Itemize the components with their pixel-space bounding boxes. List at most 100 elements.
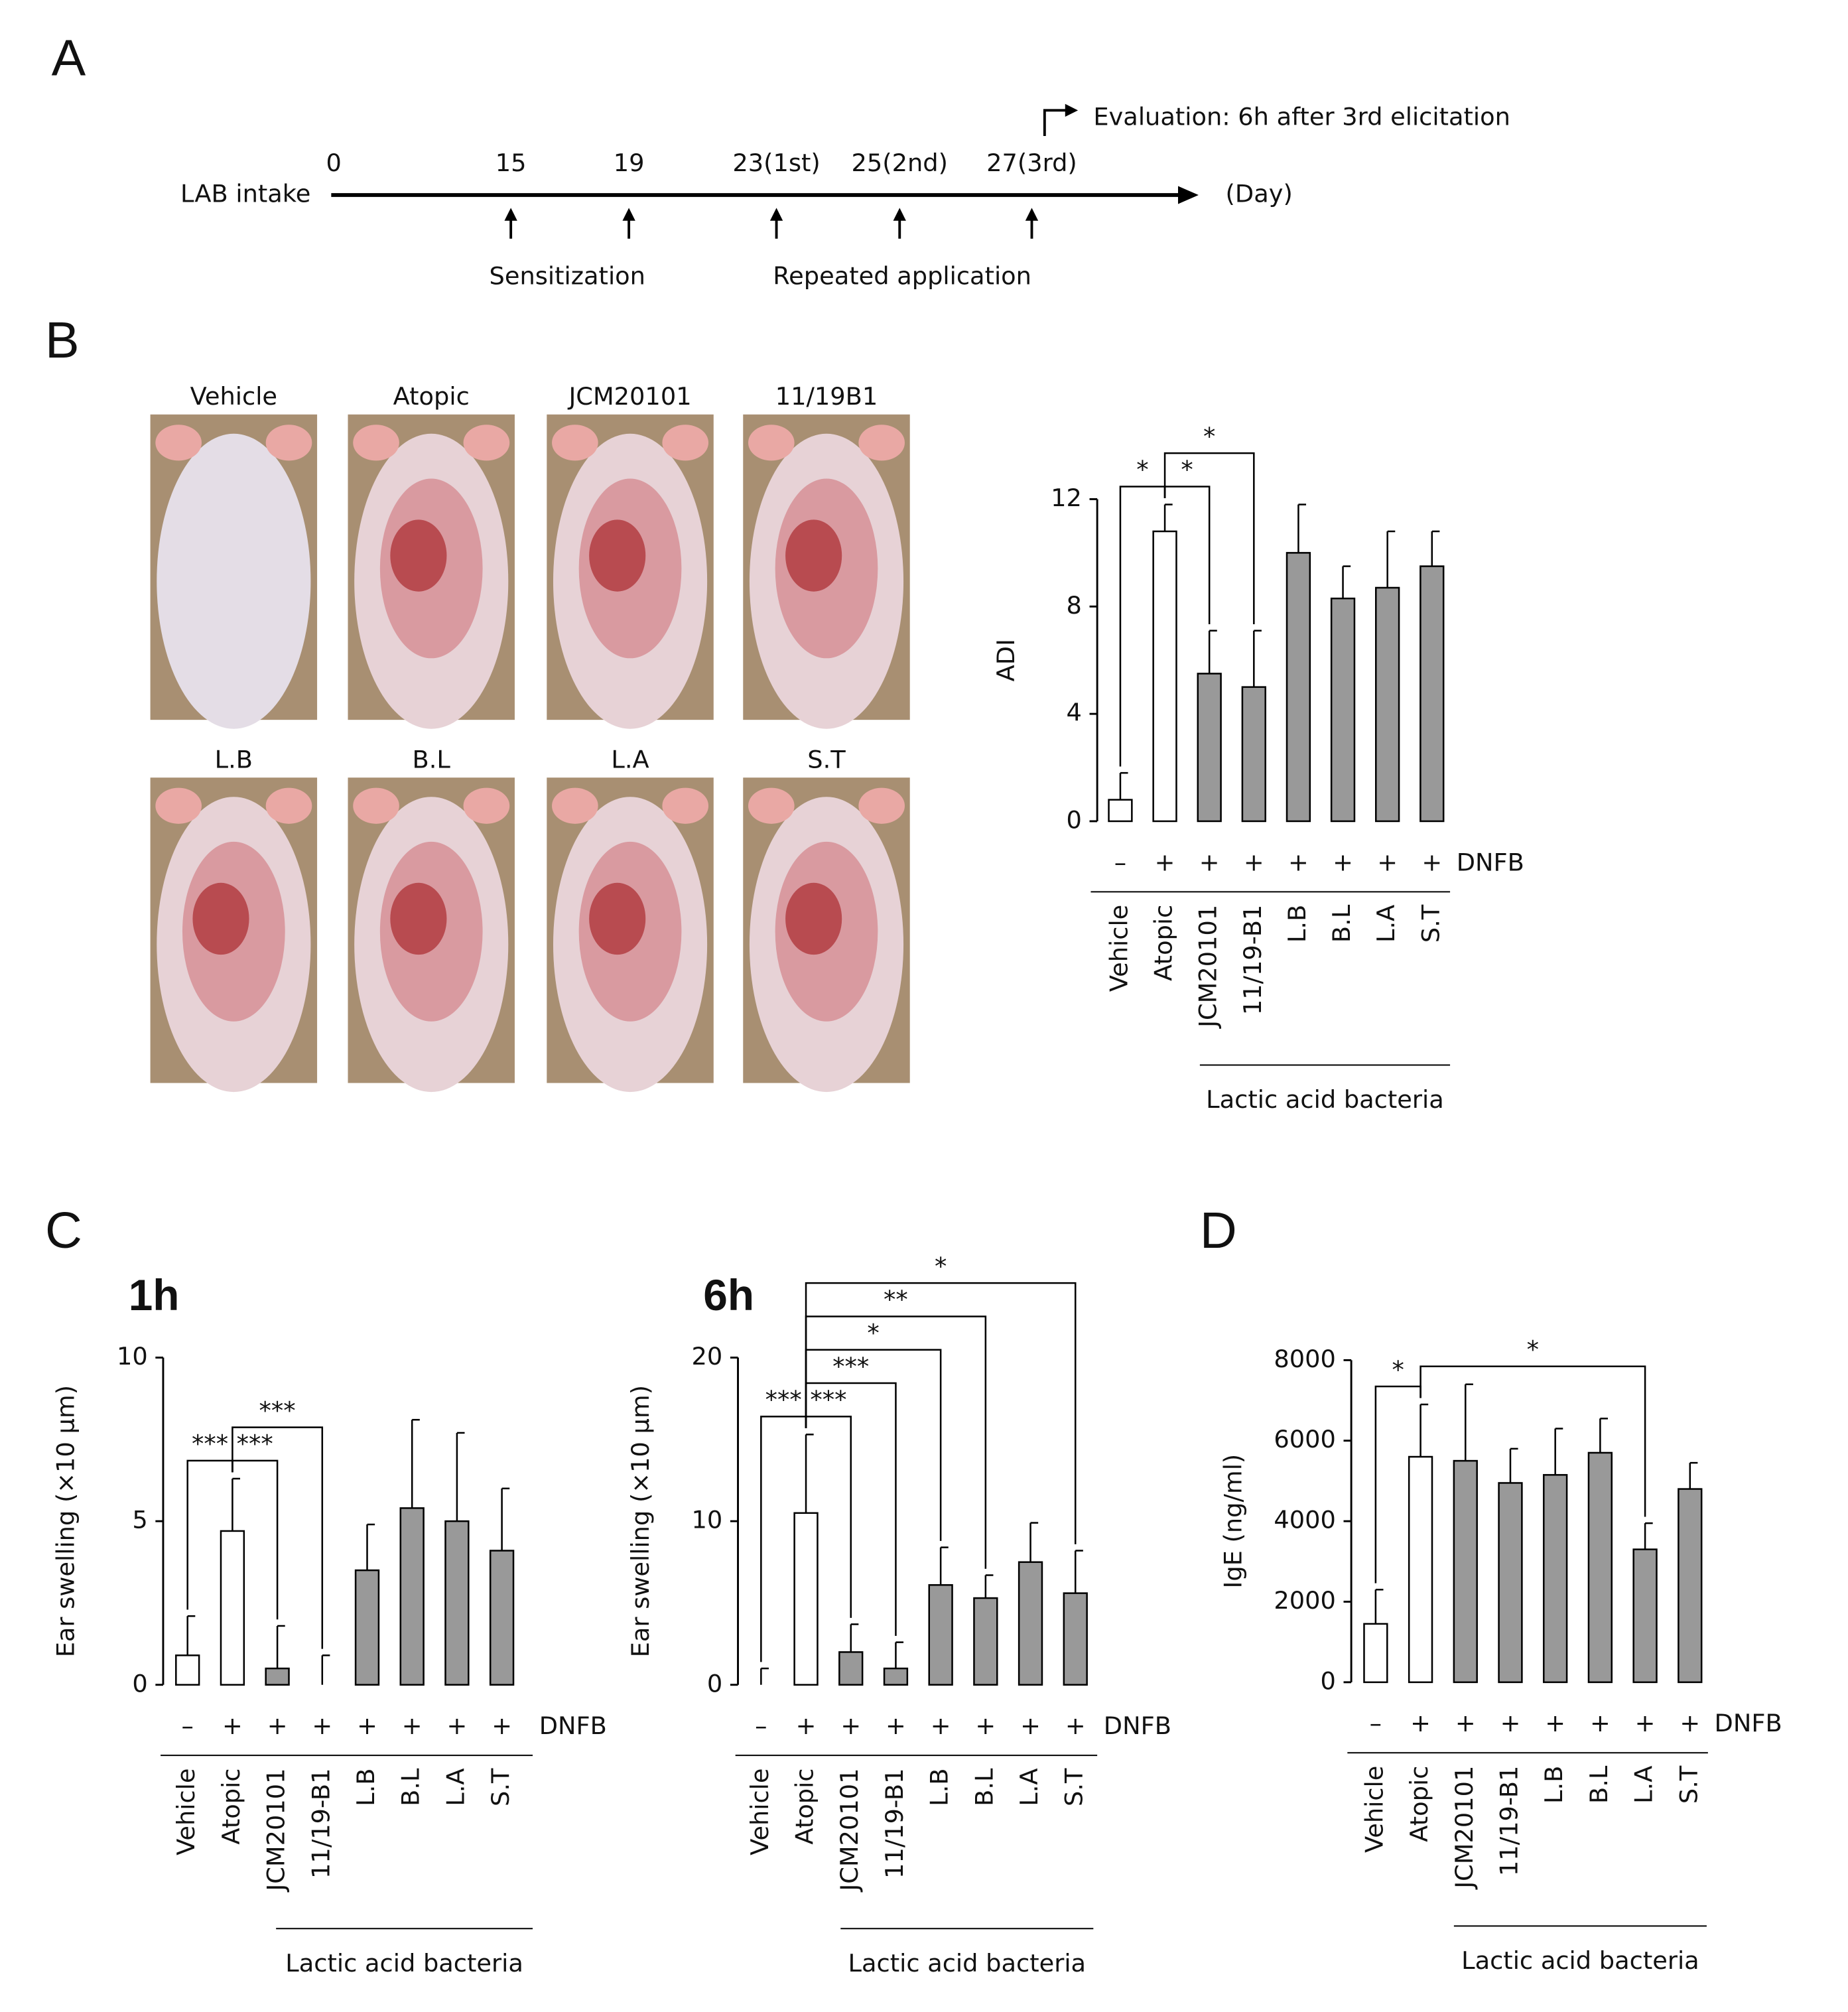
photo-label: 11/19B1 (775, 382, 878, 411)
category-label: 11/19-B1 (880, 1768, 909, 1878)
category-label: L.B (1283, 905, 1311, 943)
significance-bracket (231, 1426, 324, 1649)
category-label: L.B (352, 1768, 380, 1806)
significance-label: * (1136, 456, 1148, 484)
bar (1330, 597, 1356, 823)
category-label: Atopic (1405, 1766, 1433, 1842)
category-label: B.L (1327, 904, 1356, 943)
photo-ear (353, 425, 399, 461)
treatment-sign: + (796, 1711, 817, 1740)
treatment-sign: + (1065, 1711, 1086, 1740)
group-label: Lactic acid bacteria (1206, 1085, 1444, 1114)
treatment-sign: + (1020, 1711, 1041, 1740)
day-arrowhead (1025, 208, 1039, 221)
y-axis-label: Ear swelling (×10 μm) (51, 1385, 80, 1657)
treatment-label: DNFB (1104, 1711, 1171, 1740)
bar (354, 1569, 380, 1686)
bar (265, 1667, 290, 1686)
photo-ear (858, 787, 905, 824)
timeline-arrowhead (1177, 186, 1199, 204)
photo-label: Atopic (393, 382, 470, 411)
treatment-label: DNFB (1715, 1709, 1782, 1737)
category-label: JCM20101 (1194, 905, 1222, 1029)
photo-ear (155, 425, 202, 461)
category-label: Atopic (217, 1768, 245, 1844)
category-label: L.A (1372, 905, 1400, 943)
photo-label: JCM20101 (567, 382, 691, 411)
y-tick-label: 8000 (1274, 1345, 1336, 1373)
photo-ear (155, 787, 202, 824)
intake-label: LAB intake (180, 180, 310, 208)
treatment-sign: + (312, 1711, 332, 1740)
photo-ear (463, 425, 510, 461)
panel-label: A (52, 29, 86, 86)
chart-title: 6h (703, 1270, 754, 1319)
bar (1587, 1451, 1613, 1684)
day-arrowhead (893, 208, 906, 221)
category-label: L.B (1540, 1766, 1568, 1804)
treatment-sign: + (1377, 848, 1398, 876)
category-label: 11/19-B1 (1494, 1766, 1523, 1876)
treatment-sign: – (182, 1711, 194, 1740)
evaluation-arrow (1043, 109, 1068, 137)
significance-label: *** (192, 1430, 228, 1458)
treatment-sign: + (222, 1711, 243, 1740)
panel-label: B (45, 312, 80, 369)
treatment-sign: + (447, 1711, 468, 1740)
y-tick-label: 0 (707, 1669, 722, 1698)
group-label: Lactic acid bacteria (848, 1949, 1087, 1978)
y-tick-label: 2000 (1274, 1586, 1336, 1615)
treatment-label: DNFB (539, 1711, 607, 1740)
photo-ear (265, 425, 312, 461)
category-label: JCM20101 (1450, 1766, 1479, 1890)
treatment-sign: + (1680, 1709, 1700, 1737)
treatment-sign: + (1500, 1709, 1521, 1737)
category-label: Vehicle (1104, 905, 1133, 992)
category-label: Vehicle (746, 1768, 774, 1855)
y-tick-label: 10 (117, 1342, 148, 1371)
photo-lesion (589, 882, 646, 955)
bar (444, 1520, 470, 1686)
category-label: Vehicle (172, 1768, 200, 1855)
significance-label: * (867, 1319, 879, 1347)
panel-label: C (45, 1202, 82, 1259)
category-label: Vehicle (1360, 1766, 1388, 1853)
treatment-sign: + (886, 1711, 906, 1740)
bar (1286, 552, 1311, 823)
category-label: B.L (397, 1768, 425, 1806)
day-label: 27(3rd) (986, 149, 1077, 177)
photo-body (157, 433, 311, 729)
photo-ear (662, 425, 709, 461)
photo-lesion (192, 882, 249, 955)
y-tick-label: 4 (1067, 699, 1082, 727)
bar (928, 1584, 953, 1686)
y-tick-label: 4000 (1274, 1506, 1336, 1534)
treatment-sign: + (931, 1711, 951, 1740)
sensitization-label: Sensitization (490, 261, 645, 290)
day-label: 15 (495, 149, 527, 177)
group-label: Lactic acid bacteria (285, 1949, 523, 1978)
bar (1063, 1592, 1088, 1686)
bar (1152, 530, 1177, 823)
y-tick-label: 5 (132, 1506, 147, 1534)
treatment-sign: + (1410, 1709, 1431, 1737)
category-label: JCM20101 (262, 1768, 291, 1892)
bar (883, 1667, 909, 1686)
bar (1108, 799, 1133, 823)
treatment-sign: – (1114, 848, 1126, 876)
photo-label: S.T (807, 746, 846, 774)
y-tick-label: 20 (692, 1342, 723, 1371)
photo-lesion (785, 882, 842, 955)
y-tick-label: 10 (692, 1506, 723, 1534)
day-label: 25(2nd) (852, 149, 948, 177)
photo-lesion (785, 519, 842, 592)
photo-label: B.L (413, 746, 451, 774)
bar (1018, 1561, 1043, 1686)
repeated-label: Repeated application (773, 261, 1031, 290)
category-label: L.A (1630, 1766, 1658, 1804)
category-label: 11/19-B1 (1238, 905, 1267, 1015)
y-axis-label: IgE (ng/ml) (1219, 1454, 1248, 1589)
chart-title: 1h (129, 1270, 180, 1319)
bar (1632, 1548, 1658, 1684)
bar (220, 1530, 245, 1686)
